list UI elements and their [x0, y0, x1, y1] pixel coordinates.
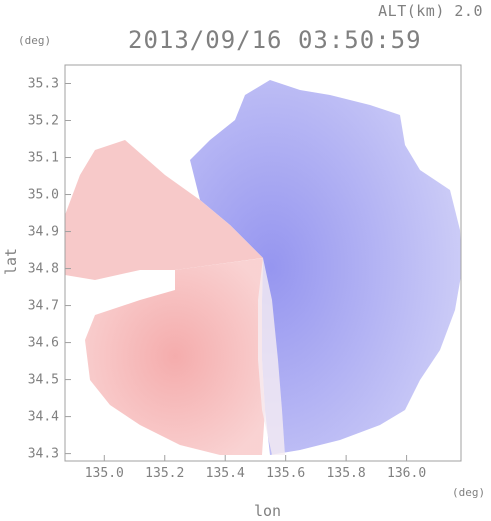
altitude-label: ALT(km) 2.0 — [378, 2, 483, 20]
y-tick-label: 35.1 — [28, 151, 59, 166]
y-axis-unit: (deg) — [18, 34, 52, 47]
approaching-region-south — [85, 258, 265, 455]
timestamp-title: 2013/09/16 03:50:59 — [128, 26, 422, 54]
approaching-region-west — [65, 140, 263, 280]
plot-frame — [64, 64, 462, 462]
y-tick-label: 34.6 — [28, 336, 59, 351]
x-tick-label: 135.6 — [266, 466, 305, 481]
x-tick-label: 135.4 — [206, 466, 245, 481]
radar-echo-layer — [65, 80, 461, 455]
y-tick-label: 35.0 — [28, 188, 59, 203]
y-tick-label: 34.5 — [28, 373, 59, 388]
x-axis-unit: (deg) — [452, 486, 486, 499]
x-tick-label: 135.8 — [327, 466, 366, 481]
y-tick-label: 34.9 — [28, 225, 59, 240]
x-tick-label: 136.0 — [387, 466, 426, 481]
y-tick-label: 34.4 — [28, 410, 59, 425]
y-tick-label: 34.8 — [28, 262, 59, 277]
x-axis-label: lon — [254, 502, 282, 520]
x-tick-label: 135.0 — [85, 466, 124, 481]
axis-ticks: 135.0 135.2 135.4 135.6 135.8 136.0 34.3 34.4 34… — [28, 77, 426, 481]
y-tick-label: 35.2 — [28, 114, 59, 129]
receding-region — [190, 80, 461, 455]
neutral-band — [258, 258, 285, 455]
y-tick-label: 34.7 — [28, 299, 59, 314]
y-tick-label: 35.3 — [28, 77, 59, 92]
x-tick-label: 135.2 — [145, 466, 184, 481]
y-tick-label: 34.3 — [28, 447, 59, 462]
